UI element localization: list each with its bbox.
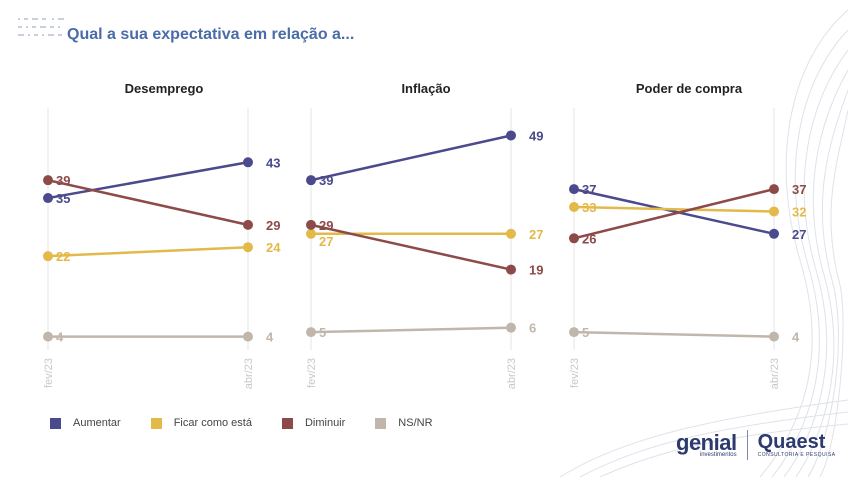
quaest-logo-text: Quaest	[757, 431, 826, 453]
legend-item-ficar: Ficar como está	[150, 417, 252, 429]
inflacao-x-tick-1: abr/23	[506, 358, 518, 389]
poder-de-compra-label-ficar-como-esta-0: 33	[582, 200, 596, 215]
inflacao-label-aumentar-1: 49	[529, 128, 543, 143]
poder-de-compra-line-ficar-como-esta	[573, 205, 775, 213]
inflacao-line-aumentar	[310, 134, 512, 182]
legend-item-diminuir: Diminuir	[281, 417, 346, 429]
poder-de-compra-point-ficar-como-esta-0	[569, 201, 579, 212]
desemprego-label-ficar-como-esta-0: 22	[56, 249, 70, 264]
legend-item-nsnr: NS/NR	[375, 417, 433, 429]
page-title: Qual a sua expectativa em relação a...	[67, 26, 355, 43]
poder-de-compra-point-diminuir-0	[569, 233, 579, 244]
desemprego-point-ns-nr-0	[43, 331, 53, 342]
legend-item-aumentar: Aumentar	[50, 417, 121, 429]
desemprego-label-diminuir-1: 29	[266, 218, 280, 233]
inflacao-x-tick-0: fev/23	[306, 358, 318, 388]
legend-swatch-ficar	[150, 417, 162, 429]
poder-de-compra-label-diminuir-0: 26	[582, 231, 596, 246]
poder-de-compra-point-ns-nr-0	[569, 327, 579, 338]
inflacao-panel-title: Inflação	[401, 81, 450, 96]
inflacao-label-ns-nr-1: 6	[529, 321, 536, 336]
poder-de-compra-point-aumentar-0	[569, 184, 579, 195]
poder-de-compra-point-ns-nr-1	[769, 331, 779, 342]
desemprego-label-aumentar-0: 35	[56, 191, 70, 206]
quaest-logo-sub: CONSULTORIA E PESQUISA	[757, 452, 836, 458]
inflacao-point-ns-nr-0	[306, 327, 316, 338]
genial-logo-sub: investimentos	[699, 452, 737, 458]
genial-logo: genial investimentos	[676, 430, 737, 459]
poder-de-compra-x-tick-0: fev/23	[569, 358, 581, 388]
legend-swatch-nsnr	[375, 417, 387, 429]
quaest-logo: Quaest CONSULTORIA E PESQUISA	[758, 432, 836, 458]
poder-de-compra-label-diminuir-1: 37	[792, 182, 806, 197]
inflacao-label-diminuir-1: 19	[529, 263, 543, 278]
inflacao-point-aumentar-1	[506, 130, 516, 141]
poder-de-compra-label-ns-nr-1: 4	[792, 330, 800, 345]
poder-de-compra-label-aumentar-1: 27	[792, 227, 806, 242]
inflacao-line-ns-nr	[310, 326, 512, 334]
desemprego-point-aumentar-1	[243, 157, 253, 168]
inflacao-line-diminuir	[310, 223, 512, 271]
desemprego-x-tick-1: abr/23	[243, 358, 255, 389]
inflacao-point-ficar-como-esta-0	[306, 228, 316, 239]
legend-label-nsnr: NS/NR	[398, 417, 433, 429]
inflacao-label-aumentar-0: 39	[319, 173, 333, 188]
inflacao-label-ficar-como-esta-0: 27	[319, 234, 333, 249]
legend-swatch-diminuir	[281, 417, 293, 429]
legend-swatch-aumentar	[50, 417, 61, 429]
inflacao-label-diminuir-0: 29	[319, 218, 333, 233]
logo-separator	[746, 430, 748, 460]
poder-de-compra-x-tick-1: abr/23	[769, 358, 781, 389]
genial-logo-text: genial	[676, 430, 737, 455]
poder-de-compra-label-aumentar-0: 37	[582, 182, 596, 197]
inflacao-point-aumentar-0	[306, 175, 316, 186]
poder-de-compra-point-aumentar-1	[769, 228, 779, 239]
desemprego-line-diminuir	[47, 178, 249, 227]
poder-de-compra-panel-title: Poder de compra	[636, 81, 743, 96]
poder-de-compra-label-ns-nr-0: 5	[582, 325, 589, 340]
desemprego-line-aumentar	[47, 161, 249, 200]
desemprego-point-diminuir-1	[243, 219, 253, 230]
poder-de-compra-point-ficar-como-esta-1	[769, 206, 779, 217]
inflacao-point-ns-nr-1	[506, 322, 516, 333]
desemprego-line-ficar-como-esta	[47, 245, 249, 258]
desemprego-point-aumentar-0	[43, 193, 53, 204]
poder-de-compra-line-aumentar	[573, 187, 775, 236]
desemprego-panel-title: Desemprego	[125, 81, 204, 96]
desemprego-point-ficar-como-esta-1	[243, 242, 253, 253]
desemprego-point-diminuir-0	[43, 175, 53, 186]
poder-de-compra-line-diminuir	[573, 187, 775, 240]
inflacao-point-diminuir-0	[306, 219, 316, 230]
desemprego-point-ns-nr-1	[243, 331, 253, 342]
desemprego-label-ns-nr-1: 4	[266, 330, 274, 345]
poder-de-compra-point-diminuir-1	[769, 184, 779, 195]
desemprego-label-ficar-como-esta-1: 24	[266, 240, 281, 255]
desemprego-x-tick-0: fev/23	[43, 358, 55, 388]
legend-label-aumentar: Aumentar	[73, 417, 121, 429]
poder-de-compra-line-ns-nr	[573, 330, 775, 338]
poder-de-compra-label-ficar-como-esta-1: 32	[792, 204, 806, 219]
legend-label-ficar: Ficar como está	[173, 417, 252, 429]
desemprego-point-ficar-como-esta-0	[43, 251, 53, 262]
legend: Aumentar Ficar como está Diminuir NS/NR	[50, 417, 463, 429]
logos: genial investimentos Quaest CONSULTORIA …	[676, 430, 836, 460]
legend-label-diminuir: Diminuir	[304, 417, 346, 429]
inflacao-label-ficar-como-esta-1: 27	[529, 227, 543, 242]
inflacao-point-ficar-como-esta-1	[506, 228, 516, 239]
desemprego-label-ns-nr-0: 4	[56, 330, 64, 345]
desemprego-label-diminuir-0: 39	[56, 173, 70, 188]
desemprego-label-aumentar-1: 43	[266, 155, 280, 170]
inflacao-point-diminuir-1	[506, 264, 516, 275]
inflacao-label-ns-nr-0: 5	[319, 325, 326, 340]
